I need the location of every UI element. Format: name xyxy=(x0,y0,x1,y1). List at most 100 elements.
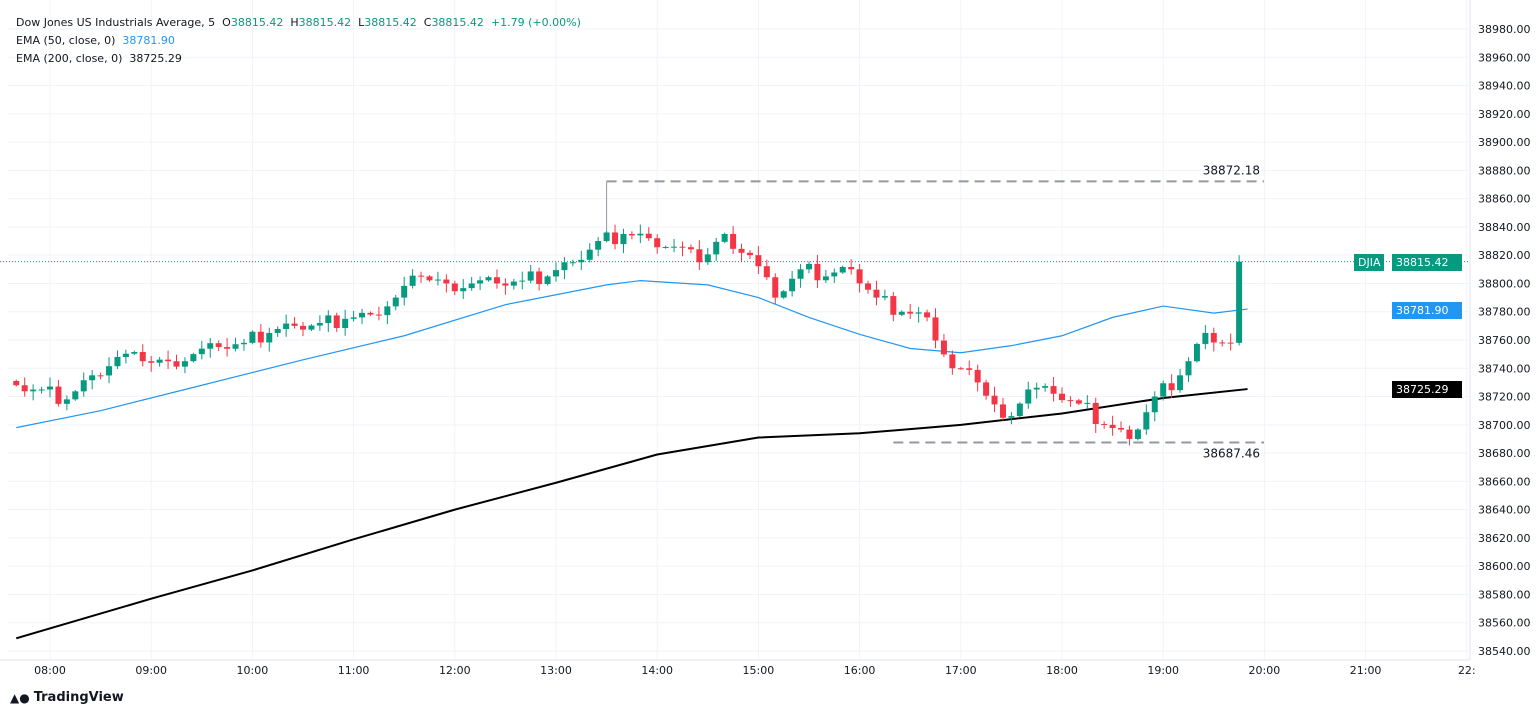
candle-body xyxy=(755,255,762,267)
candle-body xyxy=(1075,400,1082,404)
symbol-title: Dow Jones US Industrials Average, 5 xyxy=(16,16,216,29)
candle-body xyxy=(106,366,113,376)
y-tick-label: 38640.00 xyxy=(1478,504,1531,517)
ema50-value: 38781.90 xyxy=(122,34,175,47)
candle-body xyxy=(1134,429,1141,439)
candle-body xyxy=(763,266,770,278)
ema200-value: 38725.29 xyxy=(129,52,182,65)
candle-body xyxy=(1016,403,1023,417)
high-label: H xyxy=(290,16,299,29)
x-tick-label: 13:00 xyxy=(540,664,572,677)
y-tick-label: 38680.00 xyxy=(1478,447,1531,460)
candle-body xyxy=(257,331,264,343)
candle-body xyxy=(1202,332,1209,344)
candle-body xyxy=(468,283,475,289)
y-tick-label: 38580.00 xyxy=(1478,588,1531,601)
candle-body xyxy=(991,395,998,405)
candle-body xyxy=(1050,386,1057,394)
candle-body xyxy=(1025,389,1032,404)
x-tick-label: 11:00 xyxy=(338,664,370,677)
candle-body xyxy=(30,389,37,392)
candle-body xyxy=(890,296,897,315)
candle-body xyxy=(249,331,256,343)
ema50-legend[interactable]: EMA (50, close, 0) 38781.90 xyxy=(16,32,581,50)
candle-body xyxy=(578,259,585,263)
candle-body xyxy=(746,252,753,256)
candle-body xyxy=(198,348,205,355)
y-tick-label: 38740.00 xyxy=(1478,362,1531,375)
y-tick-label: 38660.00 xyxy=(1478,475,1531,488)
high-value: 38815.42 xyxy=(298,16,352,29)
candle-body xyxy=(97,375,104,377)
y-tick-label: 38840.00 xyxy=(1478,221,1531,234)
candle-body xyxy=(822,276,829,281)
candle-body xyxy=(553,270,559,277)
candle-body xyxy=(333,315,340,328)
candle-body xyxy=(38,389,45,391)
ema200-legend[interactable]: EMA (200, close, 0) 38725.29 xyxy=(16,50,581,68)
candle-body xyxy=(949,354,956,369)
candle-body xyxy=(704,254,711,263)
x-tick-label: 16:00 xyxy=(844,664,876,677)
candle-body xyxy=(839,267,846,273)
tradingview-icon: ▲● xyxy=(10,690,30,705)
candle-body xyxy=(122,353,129,357)
close-value: 38815.42 xyxy=(431,16,484,29)
candle-body xyxy=(738,248,745,253)
candle-body xyxy=(536,271,543,285)
tradingview-logo[interactable]: ▲● TradingView xyxy=(10,690,124,705)
candle-body xyxy=(865,283,872,290)
candle-body xyxy=(232,344,239,349)
candle-body xyxy=(72,391,79,400)
close-label: C xyxy=(423,16,432,29)
candle-body xyxy=(983,382,990,396)
candle-body xyxy=(165,359,172,362)
candle-body xyxy=(477,280,484,284)
candle-body xyxy=(687,247,694,250)
price-axis xyxy=(1470,0,1536,714)
candle-body xyxy=(409,275,416,286)
y-tick-label: 38960.00 xyxy=(1478,51,1531,64)
y-tick-label: 38620.00 xyxy=(1478,532,1531,545)
candle-body xyxy=(418,275,425,277)
candle-body xyxy=(1219,342,1226,344)
level-label: 38872.18 xyxy=(1203,163,1260,177)
candle-body xyxy=(139,352,146,362)
candle-body xyxy=(1185,361,1192,376)
candle-body xyxy=(595,241,602,250)
candle-body xyxy=(569,262,576,264)
candle-body xyxy=(1126,429,1133,439)
candle-body xyxy=(224,347,231,349)
candle-body xyxy=(915,312,922,314)
y-tick-label: 38760.00 xyxy=(1478,334,1531,347)
candle-body xyxy=(974,369,981,383)
candle-body xyxy=(181,361,188,367)
candle-body xyxy=(350,317,357,319)
candle-body xyxy=(291,323,298,326)
candle-body xyxy=(797,269,804,279)
candle-body xyxy=(957,368,964,370)
low-label: L xyxy=(358,16,365,29)
candle-body xyxy=(679,246,686,248)
candle-body xyxy=(47,386,53,390)
candle-body xyxy=(13,380,20,386)
x-tick-label: 08:00 xyxy=(34,664,66,677)
candle-body xyxy=(940,340,947,355)
candle-body xyxy=(772,277,779,298)
candle-body xyxy=(215,343,222,348)
candle-body xyxy=(907,311,914,314)
candle-body xyxy=(300,325,306,330)
candle-body xyxy=(527,271,534,281)
candle-body xyxy=(173,361,180,367)
candle-body xyxy=(1101,423,1108,425)
candle-body xyxy=(367,312,374,315)
brand-name: TradingView xyxy=(33,690,124,705)
candle-body xyxy=(789,278,796,292)
candle-body xyxy=(1168,383,1175,391)
candle-body xyxy=(1177,375,1184,391)
candle-body xyxy=(966,368,973,370)
candle-body xyxy=(671,246,678,248)
candle-body xyxy=(1143,412,1150,430)
candle-body xyxy=(156,359,163,363)
